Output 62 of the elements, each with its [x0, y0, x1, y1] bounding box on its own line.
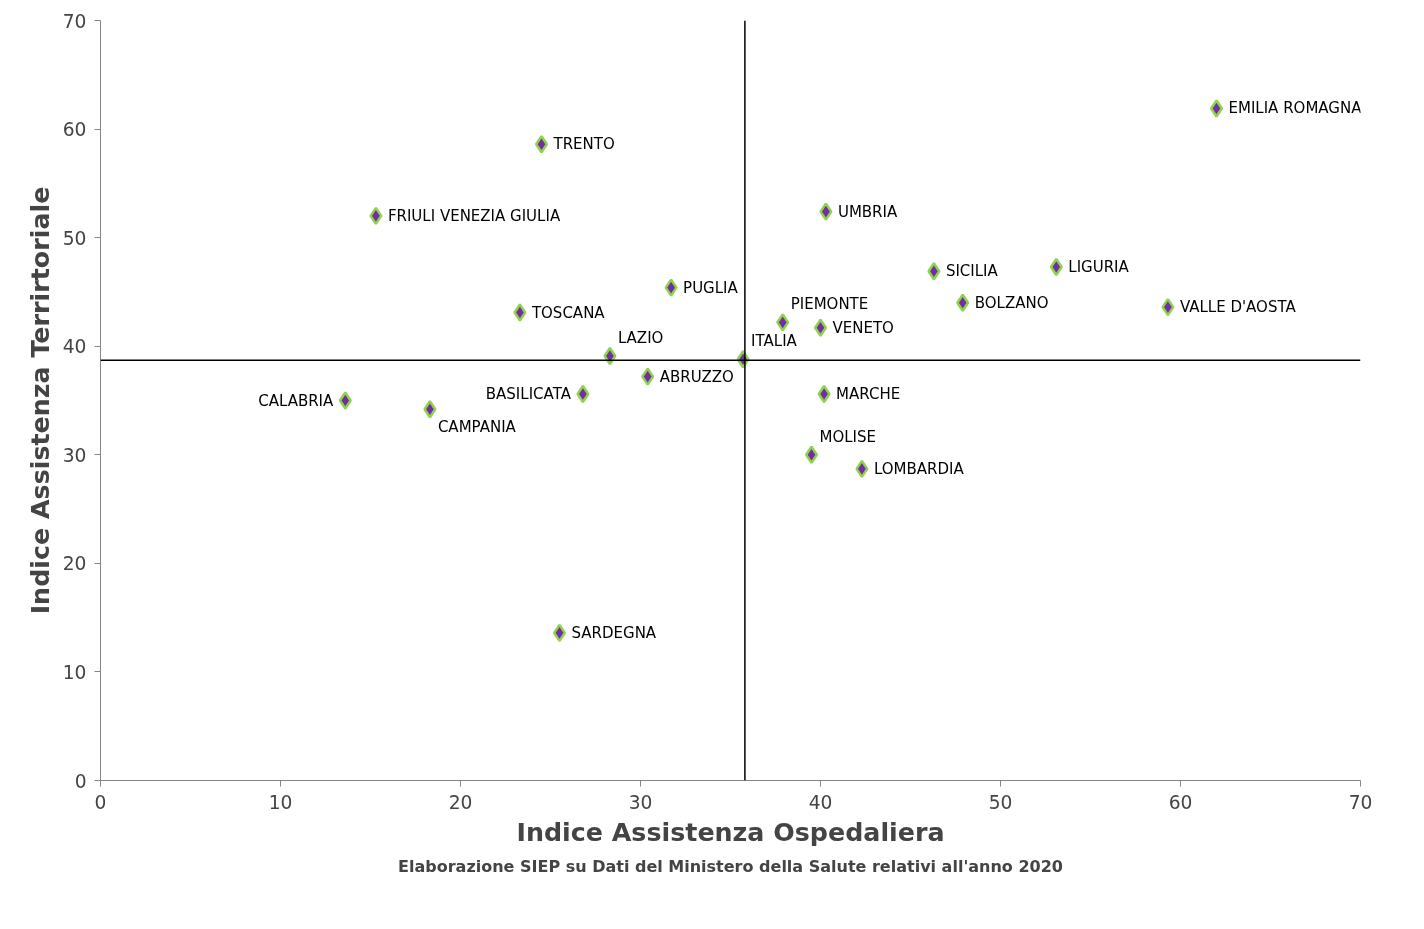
annotation: EMILIA ROMAGNA: [1228, 99, 1363, 118]
annotation: UMBRIA: [837, 202, 898, 221]
y-tick-label: 20: [62, 553, 87, 575]
point: [813, 318, 828, 338]
annotation: TRENTO: [552, 135, 615, 154]
point: [817, 384, 831, 404]
annotation: BASILICATA: [485, 384, 572, 403]
annotation: FRIULI VENEZIA GIULIA: [387, 206, 561, 225]
x-tick-label: 40: [808, 791, 833, 813]
x-tick-label: 10: [268, 791, 293, 813]
annotation: VENETO: [832, 318, 894, 337]
point: [534, 135, 549, 154]
y-tick-label: 40: [62, 336, 87, 358]
annotation: TOSCANA: [530, 303, 606, 322]
annotation: LIGURIA: [1068, 257, 1130, 276]
point: [927, 262, 941, 281]
point: [641, 367, 655, 386]
annotation: CALABRIA: [258, 391, 335, 410]
point: [513, 303, 527, 322]
y-tick-label: 50: [62, 227, 87, 249]
annotation: CAMPANIA: [437, 418, 517, 437]
point: [1161, 297, 1175, 317]
point: [552, 623, 567, 643]
text: Elaborazione SIEP su Dati del Ministero della Salute relativi all'anno 2020: [398, 856, 1063, 876]
annotation: PIEMONTE: [790, 295, 869, 314]
point: [804, 445, 819, 465]
annotation: SICILIA: [945, 262, 999, 281]
y-tick-label: 10: [62, 661, 87, 683]
point: [576, 384, 590, 404]
point: [776, 313, 790, 332]
point: [423, 399, 437, 419]
annotation: BOLZANO: [974, 293, 1049, 312]
x-tick-label: 50: [988, 791, 1013, 813]
point: [1049, 257, 1063, 277]
annotation: ABRUZZO: [659, 367, 734, 386]
annotation: SARDEGNA: [571, 623, 657, 642]
x-tick-label: 20: [448, 791, 473, 813]
x-tick-label: 70: [1348, 791, 1373, 813]
y-axis-title: Indice Assistenza Terrirtoriale: [24, 186, 55, 615]
x-tick-label: 60: [1168, 791, 1193, 813]
annotation: MARCHE: [836, 384, 901, 403]
point: [1209, 99, 1224, 118]
point: [819, 202, 833, 221]
point: [664, 278, 678, 297]
annotation: VALLE D'AOSTA: [1179, 298, 1297, 317]
point: [855, 459, 869, 479]
x-axis-title: Indice Assistenza Ospedaliera: [516, 816, 945, 847]
point: [603, 346, 617, 366]
y-tick-label: 60: [62, 119, 87, 141]
y-tick-label: 70: [62, 10, 87, 32]
point: [369, 206, 383, 226]
x-tick-label: 30: [628, 791, 653, 813]
y-tick-label: 0: [74, 770, 87, 792]
annotation: ITALIA: [751, 332, 798, 351]
y-tick-label: 30: [62, 444, 87, 466]
annotation: LAZIO: [617, 328, 664, 347]
annotation: LOMBARDIA: [873, 459, 965, 478]
annotation: PUGLIA: [683, 278, 739, 297]
point: [956, 293, 970, 313]
point: [338, 391, 352, 410]
annotation: MOLISE: [819, 427, 877, 446]
x-tick-label: 0: [94, 791, 107, 813]
